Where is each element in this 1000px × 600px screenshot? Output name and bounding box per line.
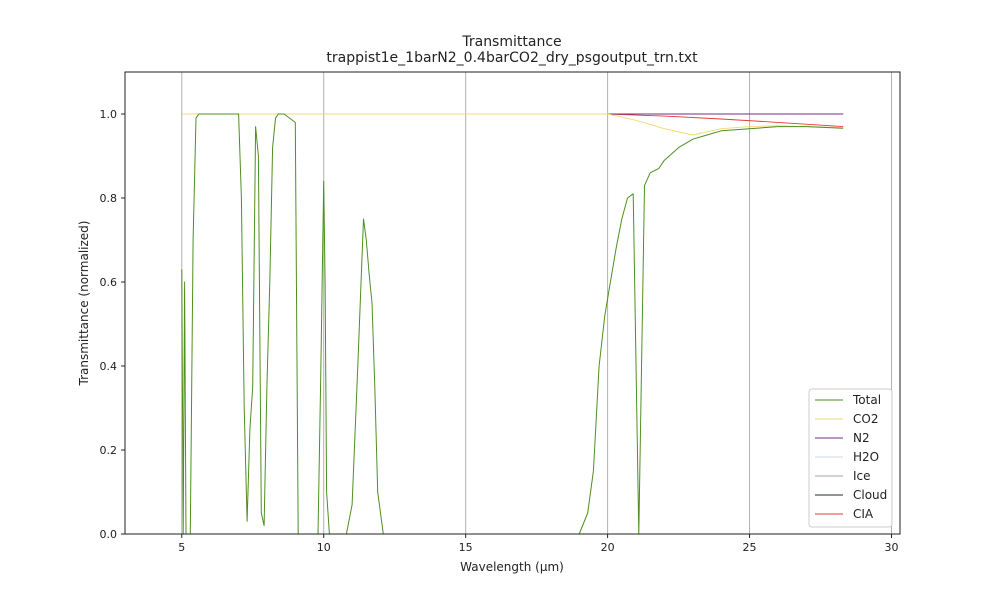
x-tick-label: 30 bbox=[884, 541, 898, 554]
chart-subtitle: trappist1e_1barN2_0.4barCO2_dry_psgoutpu… bbox=[326, 50, 698, 66]
y-tick-label: 0.4 bbox=[100, 360, 118, 373]
y-axis-ticks: 0.0 0.2 0.4 0.6 0.8 1.0 bbox=[100, 108, 125, 541]
legend-label-n2: N2 bbox=[853, 431, 870, 445]
y-tick-label: 1.0 bbox=[100, 108, 118, 121]
y-tick-label: 0.8 bbox=[100, 192, 118, 205]
y-tick-label: 0.6 bbox=[100, 276, 118, 289]
grid-lines bbox=[181, 72, 892, 534]
x-tick-label: 15 bbox=[459, 541, 473, 554]
legend-label-h2o: H2O bbox=[853, 450, 879, 464]
series-line-co2 bbox=[181, 113, 844, 136]
x-tick-label: 25 bbox=[743, 541, 757, 554]
x-axis-ticks: 5 10 15 20 25 30 bbox=[178, 534, 898, 554]
y-tick-label: 0.2 bbox=[100, 444, 118, 457]
legend-box bbox=[808, 388, 893, 528]
y-axis-label: Transmittance (normalized) bbox=[77, 221, 91, 387]
y-tick-label: 0.0 bbox=[100, 528, 118, 541]
series-line-total bbox=[181, 113, 844, 535]
x-axis-label: Wavelength (μm) bbox=[460, 560, 564, 574]
x-tick-label: 10 bbox=[317, 541, 331, 554]
legend-label-ice: Ice bbox=[853, 469, 871, 483]
legend-label-cloud: Cloud bbox=[853, 488, 887, 502]
chart-title: Transmittance bbox=[461, 34, 561, 50]
legend: Total CO2 N2 H2O Ice Cloud CIA bbox=[808, 388, 893, 528]
legend-label-total: Total bbox=[852, 393, 881, 407]
legend-label-co2: CO2 bbox=[853, 412, 878, 426]
x-tick-label: 5 bbox=[178, 541, 185, 554]
plot-frame bbox=[124, 71, 901, 535]
legend-label-cia: CIA bbox=[853, 507, 874, 521]
series-line-cia bbox=[181, 113, 844, 128]
series-layer bbox=[181, 113, 844, 535]
x-tick-label: 20 bbox=[601, 541, 615, 554]
legend-items: Total CO2 N2 H2O Ice Cloud CIA bbox=[815, 393, 887, 521]
